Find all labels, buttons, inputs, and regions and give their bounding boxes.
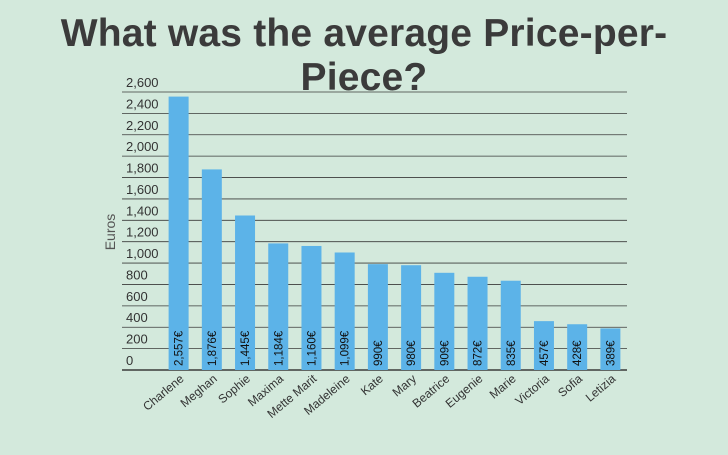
bar-eugenie bbox=[467, 276, 488, 370]
bar-marie bbox=[500, 280, 521, 370]
chart-title: What was the average Price-per-Piece? bbox=[60, 12, 668, 99]
y-tick-label: 1,000 bbox=[126, 246, 159, 261]
value-label: 835€ bbox=[506, 340, 518, 366]
y-tick-label: 200 bbox=[126, 332, 148, 347]
bar-sofia bbox=[567, 324, 588, 370]
x-category-label: Letizia bbox=[583, 371, 619, 404]
y-tick-label: 1,800 bbox=[126, 161, 159, 176]
value-label: 389€ bbox=[605, 340, 617, 366]
y-tick-label: 1,600 bbox=[126, 182, 159, 197]
value-label: 990€ bbox=[373, 340, 385, 366]
x-category-label: Victoria bbox=[512, 371, 552, 408]
value-label: 1,876€ bbox=[207, 330, 219, 366]
y-axis-title: Euros bbox=[102, 214, 118, 251]
bar-mary bbox=[401, 265, 422, 370]
value-label: 428€ bbox=[572, 340, 584, 366]
value-label: 457€ bbox=[539, 340, 551, 366]
bar-mette-marit bbox=[301, 245, 322, 370]
y-tick-label: 2,000 bbox=[126, 139, 159, 154]
bar-letizia bbox=[600, 328, 621, 370]
bar-meghan bbox=[201, 169, 222, 370]
x-category-label: Sofia bbox=[555, 371, 585, 400]
y-tick-label: 400 bbox=[126, 310, 148, 325]
x-category-label: Meghan bbox=[178, 372, 220, 411]
y-tick-label: 0 bbox=[126, 353, 133, 368]
y-tick-label: 2,600 bbox=[126, 75, 159, 90]
x-category-label: Eugenie bbox=[443, 371, 486, 410]
bar-beatrice bbox=[434, 272, 455, 370]
y-tick-label: 1,200 bbox=[126, 225, 159, 240]
value-label: 2,557€ bbox=[174, 330, 186, 366]
x-category-label: Kate bbox=[358, 371, 386, 398]
value-label: 872€ bbox=[473, 340, 485, 366]
value-label: 1,445€ bbox=[240, 330, 252, 366]
y-tick-label: 1,400 bbox=[126, 203, 159, 218]
value-labels: 2,557€ 1,876€ 1,445€ 1,184€ 1,160€ 1,099€ 990€… bbox=[174, 330, 618, 366]
value-label: 1,184€ bbox=[273, 330, 285, 366]
y-axis-ticks: 0 200 400 600 800 1,000 1,200 1,400 1,600 1,800 2,… bbox=[126, 75, 159, 368]
bar-victoria bbox=[533, 321, 554, 370]
y-tick-label: 2,400 bbox=[126, 96, 159, 111]
value-label: 980€ bbox=[406, 340, 418, 366]
value-label: 909€ bbox=[439, 340, 451, 366]
value-label: 1,099€ bbox=[340, 330, 352, 366]
bar-maxima bbox=[268, 243, 289, 370]
value-label: 1,160€ bbox=[306, 330, 318, 366]
y-tick-label: 2,200 bbox=[126, 118, 159, 133]
x-category-label: Charlene bbox=[140, 371, 187, 413]
bar-charlene bbox=[168, 96, 189, 371]
bar-sophie bbox=[235, 215, 256, 370]
bars bbox=[168, 96, 621, 371]
y-tick-label: 800 bbox=[126, 267, 148, 282]
y-tick-label: 600 bbox=[126, 289, 148, 304]
bar-madeleine bbox=[334, 252, 355, 370]
bar-kate bbox=[367, 264, 388, 370]
